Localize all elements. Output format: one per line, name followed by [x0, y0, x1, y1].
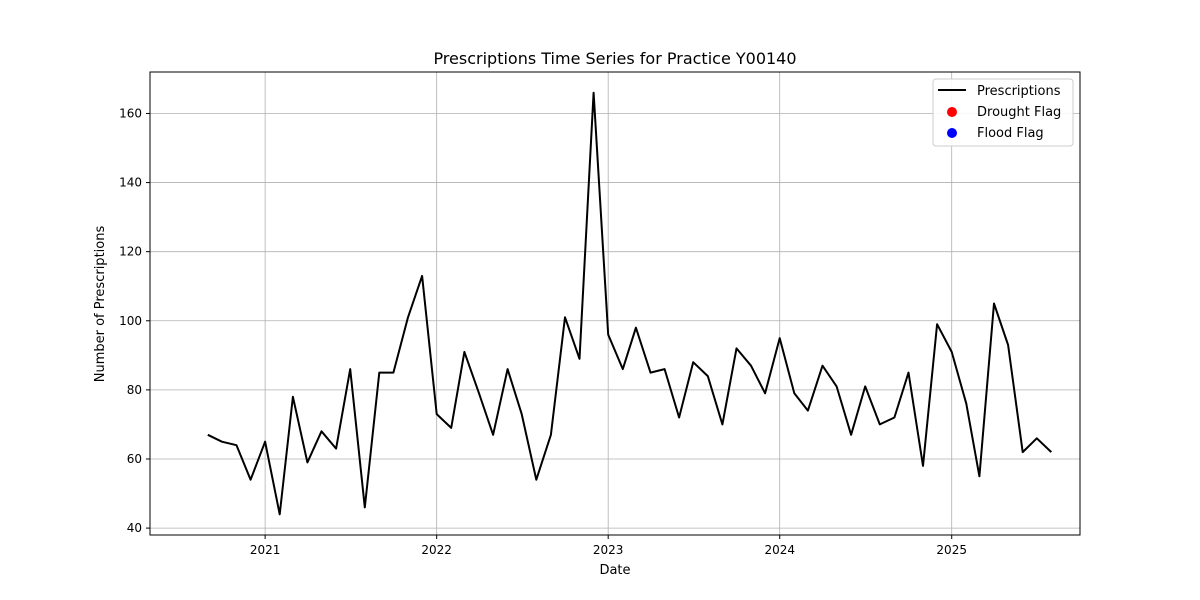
data-point [1020, 449, 1026, 455]
legend-box [932, 78, 1074, 147]
data-point [991, 301, 997, 307]
y-axis-label: Number of Prescriptions [93, 226, 108, 383]
data-point [533, 477, 539, 483]
data-point [762, 390, 768, 396]
data-point [862, 383, 868, 389]
x-tick-label: 2024 [764, 543, 795, 557]
data-point [791, 390, 797, 396]
data-point [690, 359, 696, 365]
data-point [1034, 435, 1040, 441]
series-layer [205, 90, 1054, 517]
x-tick-label: 2025 [936, 543, 967, 557]
data-point [434, 411, 440, 417]
series-line-prescriptions [207, 91, 1052, 516]
data-point [1005, 342, 1011, 348]
y-tick-label: 160 [119, 106, 142, 120]
data-point [819, 363, 825, 369]
data-point [949, 349, 955, 355]
x-tick-label: 2023 [593, 543, 624, 557]
data-point [748, 363, 754, 369]
data-point [347, 366, 353, 372]
data-point [591, 90, 597, 96]
data-point [963, 401, 969, 407]
data-point [891, 415, 897, 421]
data-point [219, 439, 225, 445]
data-point [620, 366, 626, 372]
data-point [719, 421, 725, 427]
data-point [577, 356, 583, 362]
y-tick-label: 100 [119, 314, 142, 328]
data-point [262, 439, 268, 445]
data-point [333, 446, 339, 452]
plot-frame [149, 71, 1081, 536]
data-point [448, 425, 454, 431]
data-point [519, 411, 525, 417]
y-tick-label: 140 [119, 176, 142, 190]
data-point [505, 366, 511, 372]
data-point [405, 314, 411, 320]
data-point [647, 370, 653, 376]
data-point [976, 473, 982, 479]
data-point [805, 408, 811, 414]
data-point [419, 273, 425, 279]
y-tick-label: 120 [119, 245, 142, 259]
data-point [461, 349, 467, 355]
data-point [376, 370, 382, 376]
data-point [476, 390, 482, 396]
data-point [233, 442, 239, 448]
data-point [834, 383, 840, 389]
data-point [605, 332, 611, 338]
data-point [205, 432, 211, 438]
data-point [304, 459, 310, 465]
legend-label-prescriptions: Prescriptions [977, 84, 1061, 99]
data-point [290, 394, 296, 400]
data-point [877, 421, 883, 427]
axis-ticks: 2021 2022 2023 2024 2025 40 60 80 100 120 140 160 [119, 106, 967, 557]
legend-drought-marker [947, 107, 957, 117]
chart-title: Prescriptions Time Series for Practice Y… [433, 49, 796, 68]
legend: Prescriptions Drought Flag Flood Flag [932, 78, 1074, 147]
data-point [848, 432, 854, 438]
legend-label-drought-flag: Drought Flag [977, 105, 1061, 120]
grid [150, 72, 1080, 535]
data-point [248, 477, 254, 483]
data-point [777, 335, 783, 341]
y-tick-label: 40 [127, 521, 142, 535]
y-tick-label: 80 [127, 383, 142, 397]
data-point [319, 428, 325, 434]
y-tick-label: 60 [127, 452, 142, 466]
data-point [733, 345, 739, 351]
data-point [705, 373, 711, 379]
data-point [676, 415, 682, 421]
x-axis-label: Date [599, 563, 630, 578]
data-point [1048, 449, 1054, 455]
data-point [548, 432, 554, 438]
legend-label-flood-flag: Flood Flag [977, 126, 1044, 141]
data-point [633, 325, 639, 331]
data-point [920, 463, 926, 469]
data-point [390, 370, 396, 376]
data-point [905, 370, 911, 376]
x-tick-label: 2022 [421, 543, 452, 557]
data-point [362, 504, 368, 510]
data-point [662, 366, 668, 372]
legend-flood-marker [947, 128, 957, 138]
data-point [277, 511, 283, 517]
x-tick-label: 2021 [250, 543, 281, 557]
data-point [562, 314, 568, 320]
data-point [934, 321, 940, 327]
data-point [490, 432, 496, 438]
